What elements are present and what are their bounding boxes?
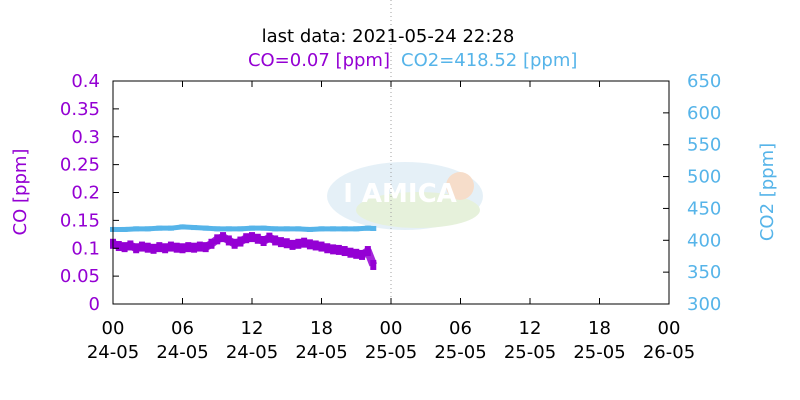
last-data-title: last data: 2021-05-24 22:28 — [262, 26, 515, 47]
watermark-logo: I AMICA — [327, 162, 483, 230]
co-series-line — [111, 233, 378, 267]
x-tick-time-label: 18 — [588, 318, 611, 339]
y-right-tick-label: 500 — [687, 167, 721, 188]
y-right-tick-label: 600 — [687, 103, 721, 124]
x-tick-time-label: 00 — [102, 318, 125, 339]
y-left-tick-label: 0.15 — [60, 210, 100, 231]
x-tick-time-label: 06 — [171, 318, 194, 339]
x-tick-date-label: 26-05 — [643, 342, 695, 363]
x-tick-date-label: 25-05 — [504, 342, 556, 363]
co-reading: CO=0.07 [ppm] — [248, 50, 390, 71]
x-tick-time-label: 12 — [519, 318, 542, 339]
y-right-tick-label: 450 — [687, 198, 721, 219]
y-left-tick-label: 0.1 — [71, 238, 100, 259]
y-right-tick-label: 300 — [687, 294, 721, 315]
x-tick-date-label: 25-05 — [434, 342, 486, 363]
x-tick-date-label: 24-05 — [156, 342, 208, 363]
y-right-axis-label: CO2 [ppm] — [757, 143, 778, 241]
y-left-tick-label: 0.25 — [60, 155, 100, 176]
y-right-tick-label: 400 — [687, 230, 721, 251]
x-tick-date-label: 24-05 — [87, 342, 139, 363]
y-left-tick-label: 0 — [89, 294, 100, 315]
x-tick-time-label: 18 — [310, 318, 333, 339]
x-tick-time-label: 00 — [380, 318, 403, 339]
x-tick-date-label: 25-05 — [573, 342, 625, 363]
y-right-tick-label: 350 — [687, 262, 721, 283]
y-right-tick-label: 550 — [687, 135, 721, 156]
x-tick-time-label: 00 — [658, 318, 681, 339]
series-co2 — [110, 224, 377, 232]
x-tick-time-label: 12 — [241, 318, 264, 339]
y-left-tick-label: 0.3 — [71, 127, 100, 148]
x-tick-date-label: 25-05 — [365, 342, 417, 363]
y-left-tick-label: 0.2 — [71, 183, 100, 204]
co2-reading: CO2=418.52 [ppm] — [401, 50, 577, 71]
y-left-tick-label: 0.05 — [60, 266, 100, 287]
series-co — [110, 232, 378, 270]
logo-text: I AMICA — [343, 179, 457, 209]
x-tick-date-label: 24-05 — [295, 342, 347, 363]
co2-series-line — [113, 224, 374, 232]
y-left-tick-label: 0.4 — [71, 71, 100, 92]
x-tick-date-label: 24-05 — [226, 342, 278, 363]
y-right-tick-label: 650 — [687, 71, 721, 92]
y-left-tick-label: 0.35 — [60, 99, 100, 120]
y-left-axis-label: CO [ppm] — [10, 149, 31, 236]
x-tick-time-label: 06 — [449, 318, 472, 339]
